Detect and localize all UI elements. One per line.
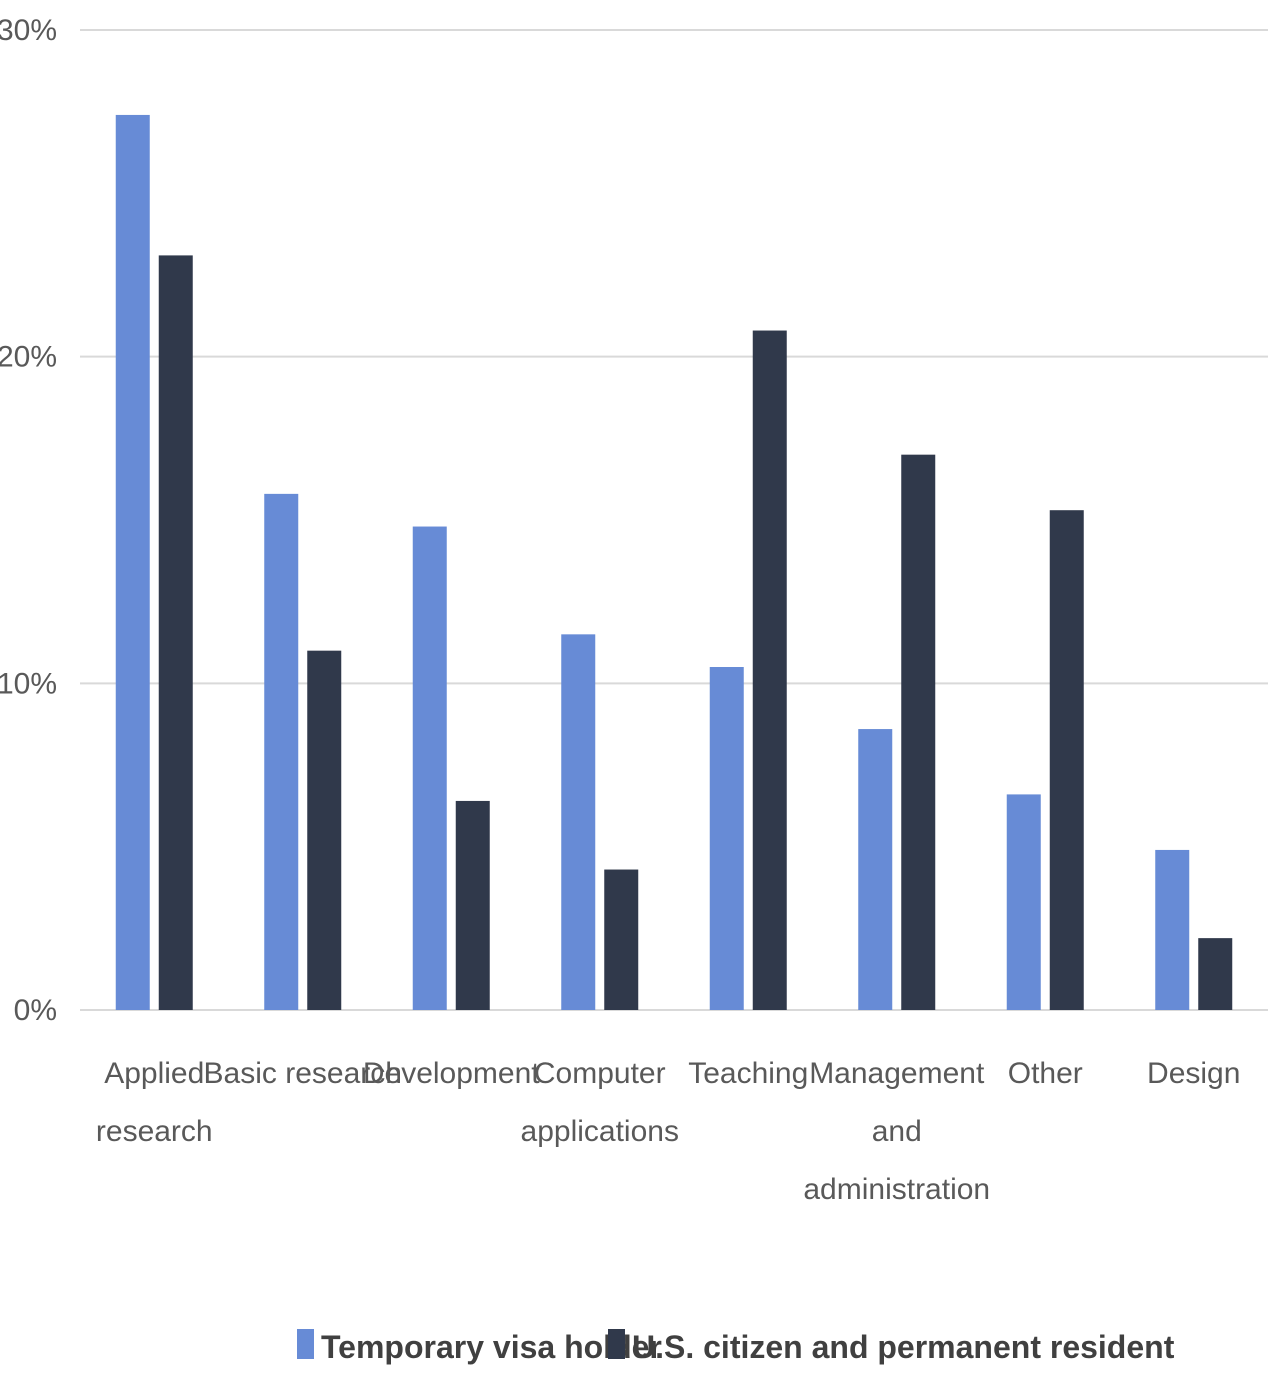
category-label: Computer [534, 1057, 666, 1090]
bar-temporary-visa-0 [115, 114, 150, 1010]
bar-temporary-visa-3 [561, 634, 596, 1010]
y-axis-tick-labels: 0% 10% 20% 30% [0, 14, 57, 1027]
category-label: Teaching [688, 1057, 808, 1090]
bar-us-citizen-5 [901, 454, 936, 1011]
y-tick-label: 10% [0, 667, 57, 700]
bar-us-citizen-2 [455, 800, 490, 1010]
bar-temporary-visa-7 [1155, 849, 1190, 1010]
bar-temporary-visa-4 [709, 667, 744, 1010]
bar-us-citizen-7 [1198, 938, 1233, 1010]
bar-temporary-visa-1 [264, 493, 299, 1010]
bar-us-citizen-1 [307, 650, 342, 1010]
bar-us-citizen-6 [1049, 510, 1084, 1010]
category-label: and [872, 1115, 922, 1148]
bar-us-citizen-0 [158, 255, 193, 1010]
legend-swatch [297, 1329, 314, 1359]
bar-temporary-visa-6 [1006, 794, 1041, 1010]
gridlines [80, 29, 1268, 1011]
bar-temporary-visa-5 [858, 729, 893, 1010]
bar-temporary-visa-2 [412, 526, 447, 1010]
category-label: Management [809, 1057, 985, 1090]
category-label: Design [1147, 1057, 1240, 1090]
category-label: Applied [104, 1057, 204, 1090]
y-tick-label: 20% [0, 341, 57, 374]
legend-swatch [608, 1329, 625, 1359]
y-tick-label: 30% [0, 14, 57, 47]
y-tick-label: 0% [14, 994, 57, 1027]
bar-us-citizen-3 [604, 869, 639, 1010]
category-label: Development [363, 1057, 540, 1090]
legend-label: U.S. citizen and permanent resident [632, 1329, 1175, 1365]
category-label: research [96, 1115, 213, 1148]
category-label: administration [803, 1173, 990, 1206]
bars [115, 114, 1233, 1011]
category-label: Basic research [204, 1057, 402, 1090]
category-label: applications [521, 1115, 679, 1148]
x-axis-category-labels: Applied research Basic researchDevelopment… [96, 1057, 1241, 1206]
bar-us-citizen-4 [752, 330, 787, 1010]
legend-label: Temporary visa holder [321, 1329, 662, 1365]
category-label: Other [1008, 1057, 1083, 1090]
